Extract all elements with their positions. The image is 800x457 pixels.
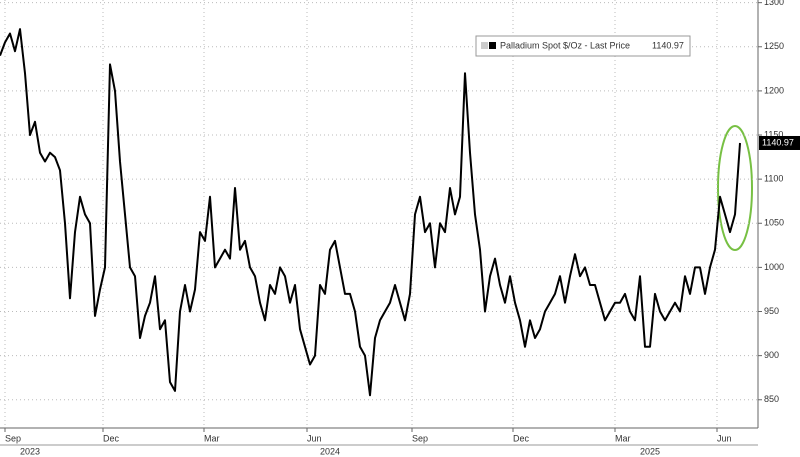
y-tick-label: 1050 [764, 218, 784, 228]
y-tick-label: 950 [764, 306, 779, 316]
x-tick-label: Sep [412, 433, 428, 443]
legend-swatch [489, 42, 496, 49]
x-tick-label: Jun [717, 433, 732, 443]
y-tick-label: 900 [764, 350, 779, 360]
x-tick-label: Mar [615, 433, 631, 443]
highlight-ellipse [717, 125, 753, 251]
last-price-badge [759, 135, 800, 150]
year-label: 2023 [20, 446, 40, 456]
legend-box [475, 35, 691, 57]
legend-label: Palladium Spot $/Oz - Last Price [500, 40, 630, 50]
y-tick-label: 850 [764, 394, 779, 404]
y-tick-label: 1000 [764, 262, 784, 272]
legend-swatch-outline [481, 42, 488, 49]
x-tick-label: Mar [204, 433, 220, 443]
x-tick-label: Dec [103, 433, 120, 443]
x-tick-label: Dec [513, 433, 530, 443]
legend-value: 1140.97 [652, 40, 684, 50]
x-tick-label: Sep [5, 433, 21, 443]
x-tick-label: Jun [307, 433, 322, 443]
y-tick-label: 1250 [764, 41, 784, 51]
y-tick-label: 1200 [764, 85, 784, 95]
y-tick-label: 1300 [764, 0, 784, 7]
year-label: 2025 [640, 446, 660, 456]
y-tick-label: 1100 [764, 174, 783, 184]
y-tick-label: 1150 [764, 129, 783, 139]
price-line [0, 28, 741, 397]
year-label: 2024 [320, 446, 340, 456]
last-price-label: 1140.97 [762, 137, 794, 147]
